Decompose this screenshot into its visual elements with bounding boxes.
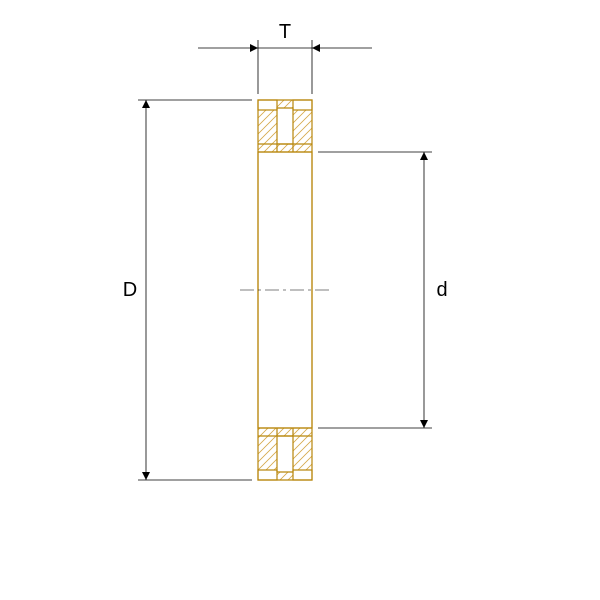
dimension-D: D (123, 100, 252, 480)
bearing-diagram: T D d (0, 0, 600, 600)
label-T: T (279, 21, 291, 43)
label-d: d (436, 279, 447, 301)
dimension-T: T (198, 21, 372, 94)
dimension-d: d (318, 152, 448, 428)
label-D: D (123, 279, 137, 301)
